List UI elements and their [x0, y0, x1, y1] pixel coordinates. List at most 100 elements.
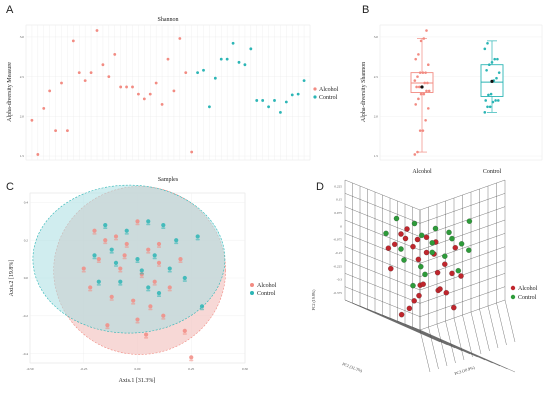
panel-d-point-alcohol: [415, 256, 422, 263]
panel-a-point-alcohol: [66, 129, 69, 133]
panel-c-point-label-alcohol: [109, 299, 114, 301]
panel-b-point-control: [490, 61, 494, 64]
panel-b-point-alcohol: [419, 39, 423, 43]
panel-d-point-alcohol: [423, 249, 430, 256]
panel-c-point-label-control: [152, 257, 157, 260]
panel-d-point-control: [419, 232, 425, 238]
panel-c-point-alcohol: [131, 298, 136, 303]
panel-c-point-label-alcohol: [182, 333, 187, 335]
panel-a-point-control: [302, 79, 306, 82]
panel-c-xtick: 0.25: [188, 367, 194, 371]
panel-c-point-alcohol: [148, 304, 153, 309]
panel-a-point-alcohol: [71, 39, 75, 43]
panel-a-point-alcohol: [172, 89, 176, 93]
panel-d-point-alcohol: [392, 241, 398, 247]
panel-b-point-control: [495, 76, 498, 80]
panel-b-point-control: [488, 63, 491, 67]
panel-a-point-control: [273, 99, 276, 102]
panel-c-point-label-alcohol: [81, 270, 86, 273]
panel-d-point-control: [398, 246, 404, 252]
panel-c-point-label-alcohol: [135, 223, 140, 226]
panel-c-point-alcohol: [182, 328, 187, 333]
panel-c-legend-alcohol: Alcohol: [257, 283, 277, 289]
panel-c-point-control: [135, 257, 140, 262]
panel-c-point-label-alcohol: [122, 257, 127, 260]
panel-b-ytick: 2.5: [374, 75, 379, 79]
panel-b-point-control: [484, 99, 488, 102]
panel-d-ytick: 0.075: [334, 211, 342, 215]
panel-d-grid-floor-a: [389, 317, 486, 361]
panel-b-point-control: [487, 93, 490, 97]
panel-d-legend: Alcohol Control: [510, 285, 538, 301]
panel-c-legend-alcohol-marker: [250, 283, 254, 287]
panel-c-point-label-control: [135, 261, 140, 264]
panel-c-point-label-control: [103, 227, 108, 230]
panel-c-point-label-alcohol: [88, 289, 93, 292]
panel-a-ytick: 1.5: [20, 154, 25, 158]
panel-c-point-control: [124, 228, 129, 233]
panel-c-point-label-alcohol: [124, 246, 129, 248]
panel-d-grid-floor-a: [367, 308, 463, 352]
panel-d-point-control: [393, 215, 400, 222]
panel-a-point-control: [296, 92, 300, 96]
panel-d-point-alcohol: [414, 236, 421, 243]
panel-a-point-control: [255, 99, 259, 102]
panel-d-grid-floor-a: [404, 323, 501, 367]
panel-c-point-label-alcohol: [96, 261, 101, 264]
panel-b-point-control: [497, 99, 500, 102]
panel-b-point-alcohol: [427, 107, 430, 110]
panel-a-legend-alcohol-marker: [313, 87, 317, 91]
panel-d-ytick: -0.375: [333, 291, 342, 295]
panel-c-ylabel: Axis.2 [19.8%]: [9, 260, 15, 297]
panel-a-ytick: 2.0: [20, 115, 25, 119]
panel-d-point-alcohol: [398, 231, 404, 237]
panel-c-xtick: -0.25: [80, 367, 87, 371]
panel-b-point-alcohol: [418, 85, 421, 89]
panel-b-point-control: [483, 47, 487, 51]
panel-c-point-control: [195, 234, 200, 239]
panel-b-point-control: [496, 57, 499, 61]
panel-d-point-control: [401, 257, 407, 263]
panel-d-grid-floor-a: [344, 299, 441, 343]
panel-a-point-alcohol: [137, 92, 140, 96]
panel-a-point-control: [284, 100, 288, 104]
panel-d-grid-floor-b: [487, 305, 499, 349]
panel-d-grid-left-h: [344, 286, 421, 317]
panel-c-point-control: [182, 275, 187, 281]
panel-c-point-label-alcohol: [139, 276, 144, 279]
panel-d-point-alcohol: [452, 244, 458, 251]
panel-b-point-alcohol: [425, 29, 428, 32]
panel-d-point-alcohol: [442, 261, 448, 267]
panel-b-point-alcohol: [416, 75, 419, 78]
panel-c-point-alcohol: [105, 323, 110, 328]
panel-c-point-alcohol: [113, 234, 119, 239]
panel-c-point-label-alcohol: [92, 233, 97, 235]
panel-label-c: C: [6, 181, 14, 193]
panel-c-point-label-alcohol: [144, 336, 149, 339]
panel-d-zlabel: PC3 (10.9%): [454, 365, 476, 376]
panel-a-point-alcohol: [48, 89, 52, 93]
panel-d-point-control: [432, 225, 439, 232]
panel-b-ytick: 3.0: [374, 35, 379, 39]
panel-d-ytick: -0.15: [335, 251, 342, 255]
panel-c-point-alcohol: [156, 241, 162, 247]
panel-c-point-label-alcohol: [167, 289, 172, 292]
panel-c-xtick: 0.00: [135, 367, 141, 371]
panel-c-point-label-control: [92, 257, 97, 260]
panel-a-point-control: [202, 68, 205, 72]
panel-c-point-alcohol: [161, 313, 166, 318]
panel-b-mean-control: [490, 79, 494, 83]
panel-d-point-control: [411, 220, 418, 227]
panel-b-point-alcohol: [415, 85, 418, 89]
panel-d-legend-control-marker: [510, 294, 516, 300]
panel-d-grid-floor-b: [479, 308, 490, 352]
panel-b-mean-alcohol: [420, 85, 424, 89]
panel-a-shannon-scatter: Shannon 1.5 2.0 2.5 3.0 Samples Alpha-diver…: [7, 17, 339, 183]
panel-a-point-alcohol: [131, 85, 134, 89]
panel-label-d: D: [316, 181, 324, 193]
panel-d-point-alcohol: [434, 269, 441, 276]
panel-d-grid-floor-a: [359, 305, 456, 349]
panel-a-xlabel: Samples: [158, 177, 179, 183]
panel-a-point-control: [261, 99, 265, 102]
panel-b-plot-area: [379, 24, 543, 161]
